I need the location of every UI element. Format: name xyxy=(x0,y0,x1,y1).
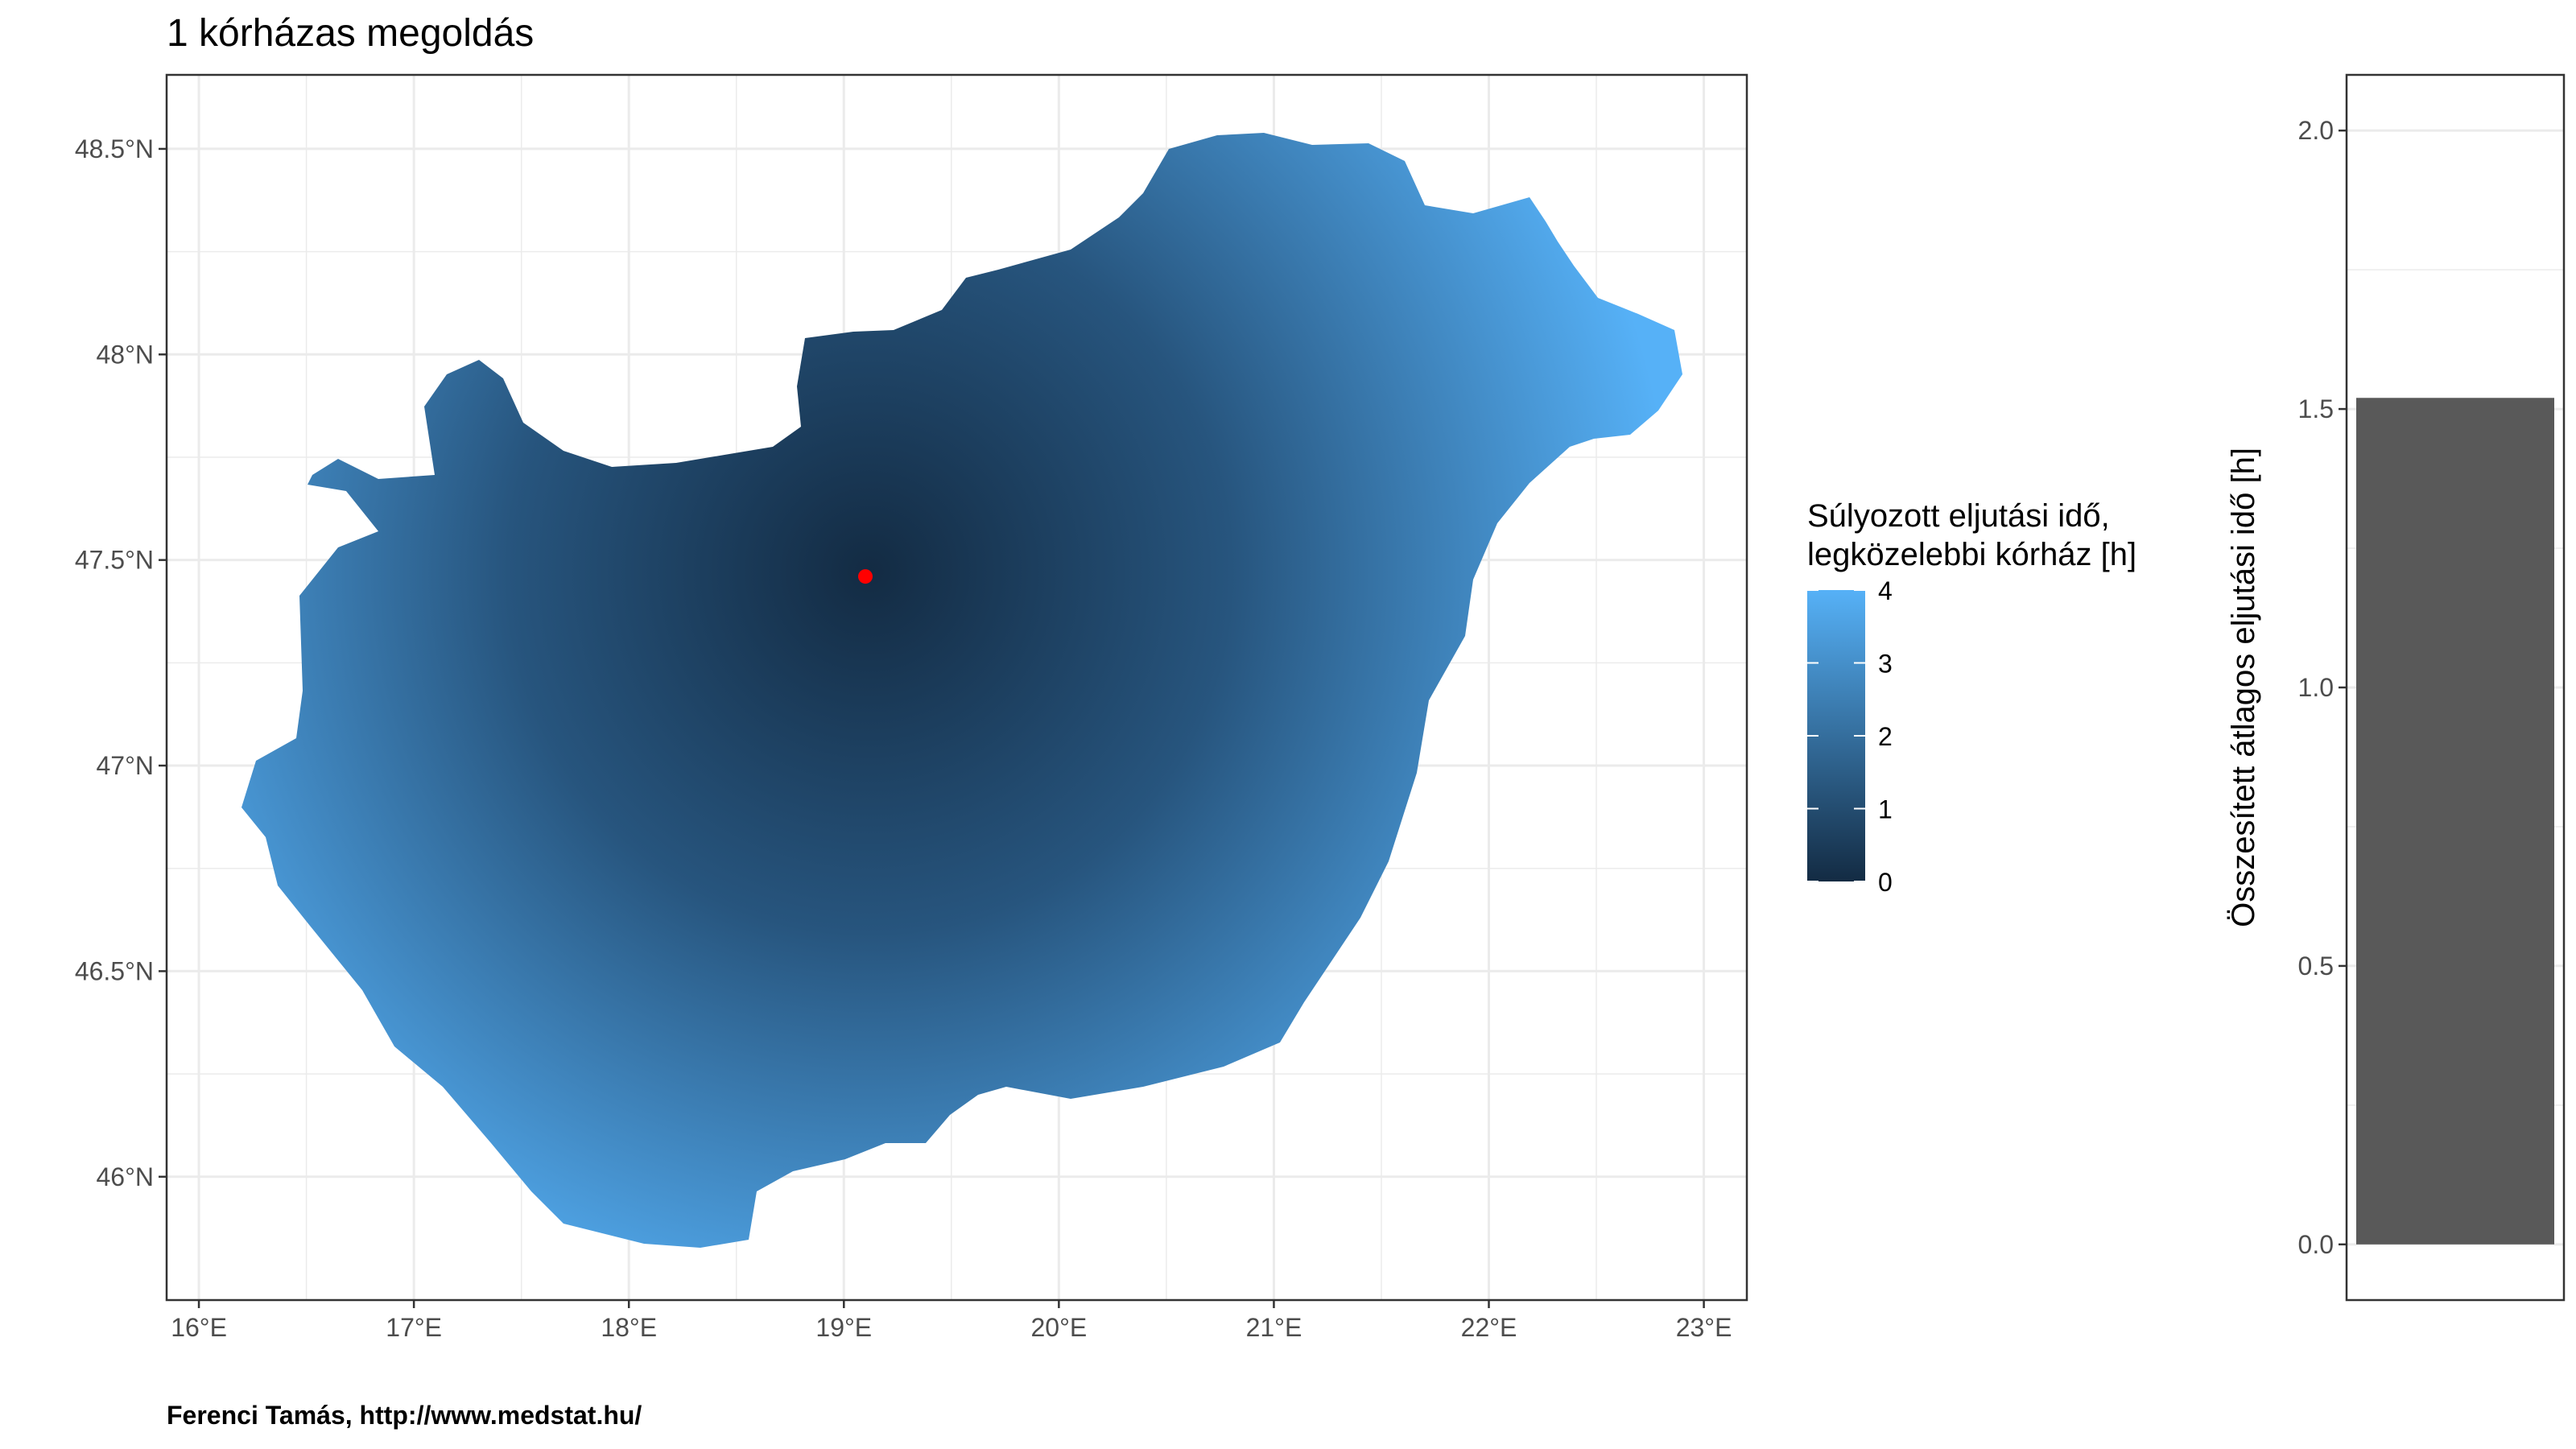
map-axis-labels: 16°E 17°E 18°E 19°E 20°E 21°E 22°E 23°E 48.5°N 48… xyxy=(75,134,1732,1342)
legend-title-line1: Súlyozott eljutási idő, xyxy=(1807,498,2110,534)
legend-title-line2: legközelebbi kórház [h] xyxy=(1807,537,2137,572)
map-x-tick-label: 17°E xyxy=(386,1313,442,1342)
colorbar-tick-label: 2 xyxy=(1878,722,1893,751)
colorbar-tick-label: 1 xyxy=(1878,795,1893,824)
map-x-tick-label: 23°E xyxy=(1676,1313,1732,1342)
map-y-tick-label: 47°N xyxy=(97,751,155,780)
colorbar-tick-label: 3 xyxy=(1878,650,1893,679)
colorbar-ticks: 4 3 2 1 0 xyxy=(1807,576,1893,897)
bar-y-tick-label: 1.5 xyxy=(2298,394,2334,423)
map-x-tick-label: 16°E xyxy=(171,1313,227,1342)
map-x-tick-label: 22°E xyxy=(1461,1313,1517,1342)
map-x-tick-label: 21°E xyxy=(1246,1313,1302,1342)
map-x-tick-label: 20°E xyxy=(1030,1313,1087,1342)
hungary-heatmap xyxy=(242,133,1682,1248)
map-panel-border xyxy=(165,73,1748,1302)
colorbar-tick-label: 4 xyxy=(1878,576,1893,605)
map-x-tick-label: 18°E xyxy=(601,1313,657,1342)
chart-title: 1 kórházas megoldás xyxy=(167,12,535,55)
bar-y-tick-label: 0.0 xyxy=(2298,1230,2334,1259)
bar-y-axis-label: Összesített átlagos eljutási idő [h] xyxy=(2226,448,2261,927)
map-y-tick-label: 46.5°N xyxy=(75,956,154,985)
bar-total-average-time xyxy=(2356,398,2554,1245)
colorbar-tick-label: 0 xyxy=(1878,868,1893,897)
hospital-point xyxy=(857,569,873,584)
map-x-tick-label: 19°E xyxy=(815,1313,872,1342)
bar-axis-labels: 0.0 0.5 1.0 1.5 2.0 xyxy=(2298,116,2347,1259)
legend-title: Súlyozott eljutási idő, legközelebbi kór… xyxy=(1807,497,2136,574)
map-y-tick-label: 47.5°N xyxy=(75,546,154,575)
map-y-tick-label: 48°N xyxy=(97,340,155,369)
bar-y-tick-label: 2.0 xyxy=(2298,116,2334,145)
caption: Ferenci Tamás, http://www.medstat.hu/ xyxy=(167,1401,642,1430)
map-y-tick-label: 48.5°N xyxy=(75,134,154,163)
bar-y-tick-label: 1.0 xyxy=(2298,673,2334,702)
map-y-tick-label: 46°N xyxy=(97,1162,155,1191)
bar-y-tick-label: 0.5 xyxy=(2298,952,2334,980)
